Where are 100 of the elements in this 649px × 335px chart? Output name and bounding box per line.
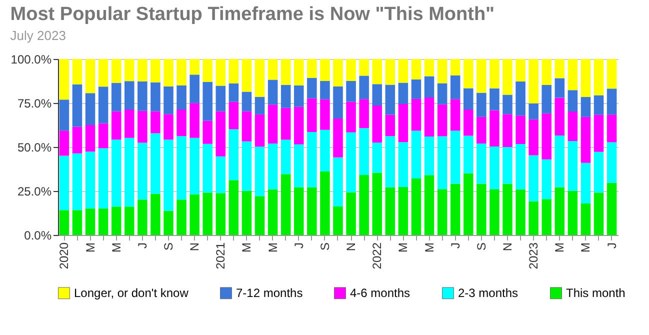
x-tick-label: M: [578, 242, 593, 252]
bar: [294, 144, 304, 188]
bar: [463, 136, 474, 174]
bar: [568, 141, 578, 191]
x-tick-label: N: [188, 242, 202, 252]
bar: [359, 99, 369, 128]
bar: [359, 128, 369, 175]
y-tick-label: 75.0%: [17, 96, 52, 110]
bar: [398, 82, 408, 104]
bar: [606, 182, 617, 235]
legend-label: This month: [566, 286, 626, 300]
bar: [528, 201, 538, 235]
bar: [307, 187, 317, 235]
bar: [542, 85, 552, 114]
x-tick-label: 2020: [57, 242, 72, 270]
bar: [542, 159, 552, 200]
bar: [98, 123, 108, 148]
bar: [333, 118, 343, 158]
bar: [228, 83, 239, 102]
bar: [333, 86, 343, 118]
bar: [59, 59, 70, 100]
bar: [138, 110, 148, 143]
x-tick-label: N: [500, 242, 514, 252]
bar: [190, 194, 200, 235]
bar: [346, 81, 356, 102]
bar: [372, 105, 382, 143]
bar: [138, 59, 148, 82]
bar: [124, 110, 134, 138]
bar: [111, 140, 122, 207]
chart-title: Most Popular Startup Timeframe is Now "This Month": [10, 4, 495, 25]
bar: [59, 100, 70, 131]
bar: [228, 59, 239, 84]
bar: [216, 59, 226, 86]
x-tick-label: M: [552, 242, 567, 252]
bar: [476, 92, 486, 117]
bar: [554, 187, 565, 235]
bar: [280, 140, 291, 174]
bar: [216, 193, 226, 235]
bar: [554, 98, 565, 136]
bar: [346, 59, 356, 81]
bar: [568, 190, 578, 235]
bar: [528, 155, 538, 202]
bar: [385, 84, 396, 115]
bar: [502, 184, 512, 235]
bar: [150, 59, 160, 82]
bar: [385, 136, 396, 188]
bar: [606, 114, 617, 142]
bar: [568, 59, 578, 90]
bar: [59, 130, 70, 156]
bar: [254, 196, 265, 235]
bar: [176, 136, 186, 200]
bar: [542, 59, 552, 86]
bar: [580, 116, 591, 163]
bar: [411, 59, 422, 80]
bar: [333, 157, 343, 206]
bar: [254, 96, 265, 114]
bar: [294, 59, 304, 86]
bar: [138, 81, 148, 111]
bar: [124, 59, 134, 82]
bar: [216, 86, 226, 112]
bar: [176, 59, 186, 86]
bar: [463, 88, 474, 110]
bar: [437, 83, 448, 104]
bar: [202, 144, 213, 193]
x-tick-label: M: [266, 242, 280, 252]
bar: [437, 104, 448, 136]
bar: [320, 81, 330, 100]
bar: [72, 126, 82, 154]
bar: [124, 138, 134, 207]
bar: [164, 86, 174, 114]
bar: [463, 110, 474, 136]
bar: [594, 59, 604, 96]
bar: [606, 88, 617, 115]
bar: [254, 59, 265, 97]
bar: [254, 146, 265, 196]
bar: [138, 142, 148, 200]
bar: [502, 147, 512, 184]
bar: [516, 82, 526, 116]
bar: [554, 78, 565, 98]
bar: [411, 130, 422, 179]
bar: [580, 203, 591, 235]
bar: [176, 110, 186, 136]
x-tick-label: J: [292, 242, 306, 248]
bar: [372, 172, 382, 235]
bar: [202, 120, 213, 144]
bar: [437, 59, 448, 84]
x-tick-label: S: [474, 242, 488, 251]
bar: [516, 189, 526, 235]
bar: [202, 82, 213, 121]
bar: [528, 59, 538, 104]
bar: [490, 110, 500, 146]
bar: [307, 59, 317, 78]
bar: [242, 190, 252, 235]
bar: [580, 97, 591, 117]
x-tick-label: 2021: [214, 242, 228, 270]
bar: [372, 142, 382, 173]
bar: [450, 184, 460, 235]
bar: [450, 130, 460, 184]
bar: [268, 104, 278, 144]
bar: [242, 92, 252, 112]
